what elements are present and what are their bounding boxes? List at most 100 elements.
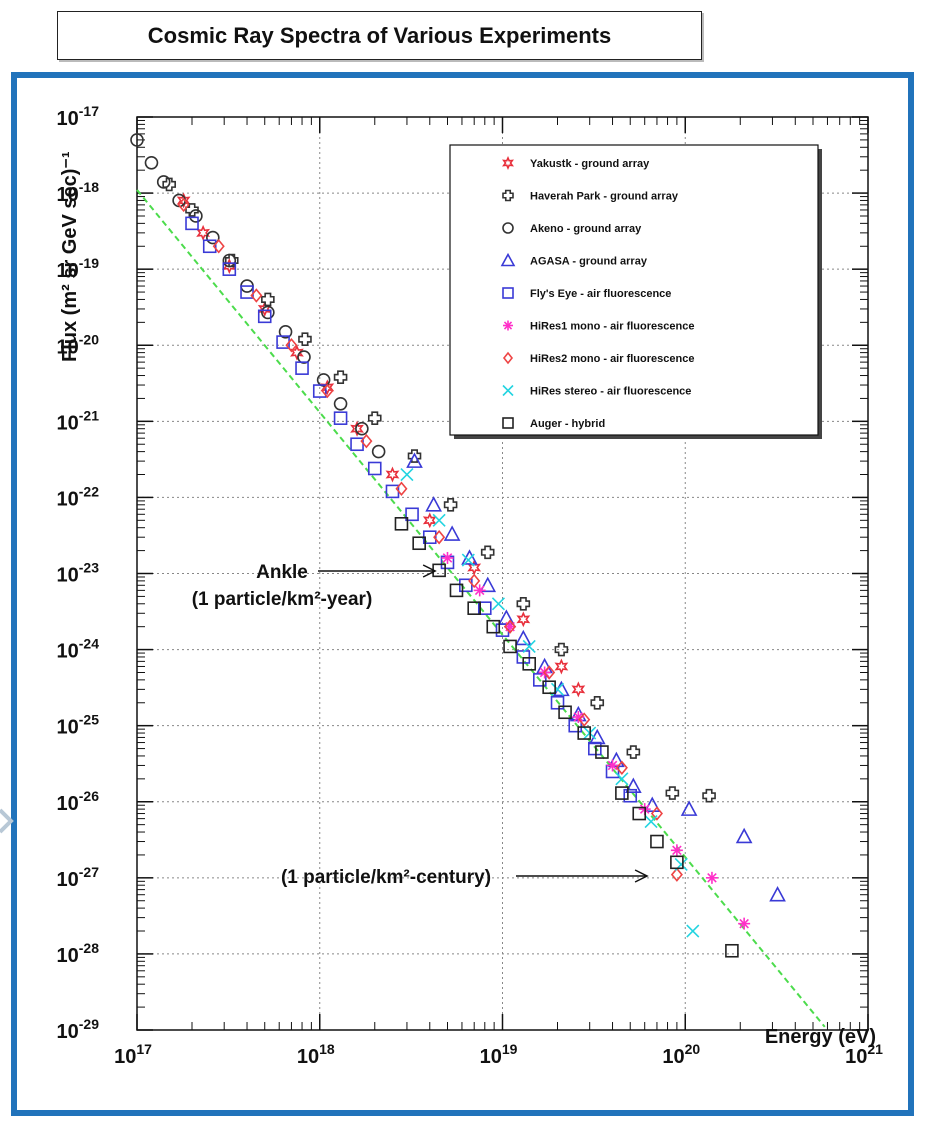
data-point [595, 745, 609, 759]
data-point [491, 597, 505, 611]
legend-marker [502, 287, 514, 299]
data-point [295, 361, 309, 375]
y-tick-label: 10-17 [57, 103, 100, 130]
data-point [486, 619, 501, 634]
data-point [554, 658, 569, 675]
data-point [443, 497, 458, 512]
annotations: Ankle (1 particle/km²-year) (1 particle/km… [192, 562, 649, 888]
data-point [615, 772, 629, 786]
data-point [550, 695, 565, 710]
data-point [533, 673, 547, 687]
data-point [578, 712, 591, 727]
annotation-text: (1 particle/km²-year) [192, 589, 373, 610]
data-point [623, 788, 638, 803]
data-point [522, 657, 537, 671]
legend-marker [502, 156, 514, 171]
y-tick-label: 10-22 [57, 483, 100, 510]
data-point [468, 573, 481, 589]
data-point [606, 759, 619, 772]
data-point [558, 705, 572, 720]
data-point [571, 681, 586, 698]
data-point [371, 444, 386, 459]
series-circle [130, 133, 386, 459]
data-point [261, 305, 275, 320]
data-point [477, 601, 492, 615]
data-point [650, 806, 663, 821]
data-point [625, 777, 642, 794]
legend-label: Auger - hybrid [530, 418, 605, 430]
data-point [412, 536, 426, 551]
data-point [162, 177, 176, 192]
legend-marker [500, 252, 516, 267]
x-tick-label: 1019 [480, 1041, 518, 1068]
arrow-head-icon [422, 564, 437, 578]
data-point [360, 433, 373, 449]
data-point [516, 611, 531, 628]
data-point [577, 726, 592, 740]
data-point [261, 292, 275, 307]
data-point [568, 718, 583, 733]
data-point [543, 665, 556, 680]
data-point [355, 421, 369, 436]
data-point [503, 639, 517, 654]
data-point [670, 855, 684, 870]
x-tick-label: 1018 [297, 1041, 335, 1068]
data-point [615, 760, 628, 775]
data-point [443, 525, 461, 541]
data-point [590, 695, 605, 710]
legend-label: Fly's Eye - air fluorescence [530, 288, 671, 300]
y-tick-label: 10-19 [57, 255, 100, 282]
y-tick-label: 10-18 [57, 179, 100, 206]
data-point [405, 507, 419, 522]
data-point [467, 601, 481, 615]
data-point [257, 309, 272, 324]
data-point [395, 481, 408, 496]
annotation-text: (1 particle/km²-century) [281, 867, 491, 888]
data-point [333, 397, 348, 411]
data-series [130, 133, 786, 958]
data-point [400, 467, 414, 482]
annotation-text: Ankle [256, 562, 308, 583]
axes: 1017 1018 1019 1020 1021 10-17 10-18 10-19 10-20… [57, 103, 884, 1068]
data-point [670, 844, 683, 857]
data-point [738, 917, 751, 930]
data-point [177, 197, 190, 213]
data-point [680, 800, 698, 816]
data-point [367, 461, 382, 476]
data-point [615, 786, 629, 800]
data-point [425, 496, 442, 512]
data-point [626, 745, 641, 759]
data-point [572, 710, 585, 723]
data-point [665, 786, 680, 800]
data-point [297, 350, 311, 364]
legend-label: Haverah Park - ground array [530, 191, 679, 203]
legend-marker [502, 189, 514, 202]
data-point [385, 466, 400, 483]
data-point [522, 639, 536, 653]
data-point [433, 529, 446, 545]
legend: Yakustk - ground array Haverah Park - gro… [449, 144, 822, 439]
data-point [588, 741, 602, 756]
data-point [206, 230, 220, 245]
y-tick-label: 10-24 [57, 636, 100, 663]
chevron-right-icon[interactable] [0, 808, 14, 834]
y-axis-label: Flux (m² sr GeV sec)⁻¹ [59, 151, 81, 362]
data-point [321, 383, 334, 399]
legend-marker [502, 222, 514, 234]
y-tick-label: 10-27 [57, 864, 100, 891]
data-point [202, 239, 217, 254]
legend-label: AGASA - ground array [530, 256, 648, 268]
data-point [725, 943, 739, 958]
data-point [650, 834, 664, 849]
legend-label: Akeno - ground array [530, 223, 642, 235]
data-point [333, 411, 348, 425]
data-point [285, 338, 298, 353]
data-point [298, 332, 312, 347]
data-point [176, 192, 191, 209]
legend-marker [502, 384, 514, 397]
data-point [312, 384, 327, 398]
data-point [461, 553, 475, 567]
data-point [432, 513, 446, 527]
data-point [130, 133, 144, 147]
data-point [644, 814, 658, 829]
